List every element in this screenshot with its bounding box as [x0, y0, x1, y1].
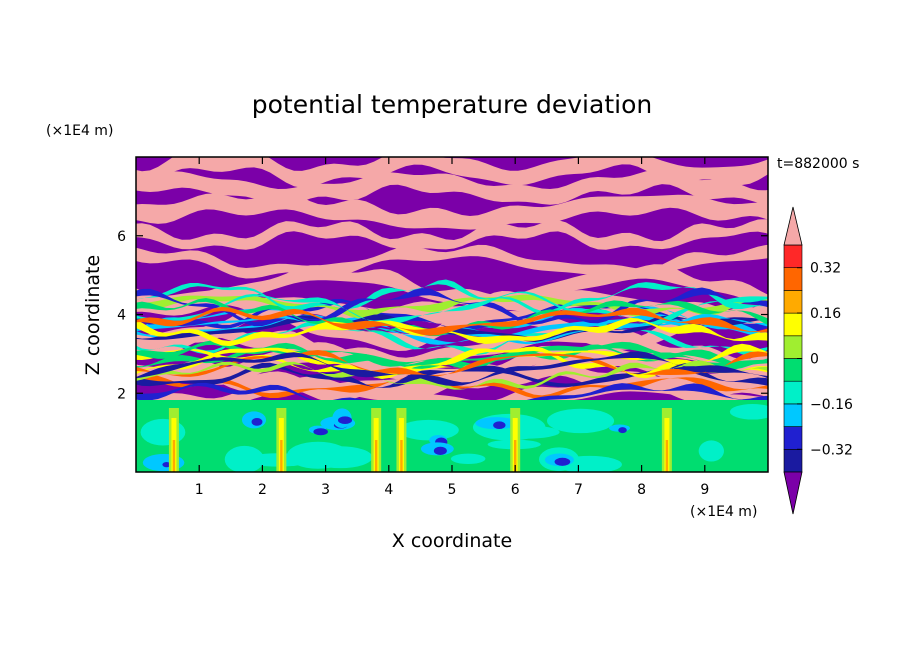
- turbulent-streak: [136, 348, 768, 376]
- turbulent-streak: [136, 306, 768, 336]
- x-tick-label: 4: [384, 482, 393, 498]
- turbulent-streak: [136, 340, 768, 369]
- coldest-patch: [313, 428, 328, 436]
- x-tick-label: 8: [637, 482, 646, 498]
- y-axis: 2 4 6: [117, 229, 768, 402]
- inversion-line: [136, 382, 768, 403]
- colorbar-under-triangle: [783, 471, 803, 515]
- x-tick-label: 1: [195, 482, 204, 498]
- colorbar-swatch: [783, 290, 803, 314]
- x-unit-label: (×1E4 m): [690, 504, 757, 520]
- turbulent-streak: [136, 297, 768, 337]
- colorbar-swatch: [783, 426, 803, 450]
- colorbar-tick-label: −0.32: [810, 442, 853, 458]
- x-tick-label: 6: [511, 482, 520, 498]
- cool-patch: [224, 445, 265, 472]
- thermal-plume-hot-core: [400, 440, 403, 472]
- cool-patch: [729, 403, 768, 420]
- colorbar: 0.32 0.16 0 −0.16 −0.32: [783, 206, 853, 515]
- contour-field: [135, 156, 769, 473]
- colorbar-tick-label: 0: [810, 352, 819, 368]
- thermal-plume-hot-core: [665, 440, 669, 472]
- thermal-plume-hot-core: [514, 440, 517, 472]
- coldest-patch: [338, 416, 353, 424]
- turbulent-streak: [136, 360, 768, 390]
- colorbar-swatch: [783, 403, 803, 427]
- colorbar-over-triangle: [783, 206, 803, 246]
- y-unit-label: (×1E4 m): [46, 123, 113, 139]
- colorbar-swatch: [783, 448, 803, 473]
- x-axis: 1 2 3 4 5 6 7 8 9: [195, 157, 709, 498]
- pink-layer: [136, 219, 768, 250]
- coldest-patch: [618, 427, 627, 434]
- y-tick-label: 4: [117, 308, 126, 324]
- colorbar-swatch: [783, 380, 803, 405]
- pink-layer: [136, 191, 768, 230]
- thermal-plume-hot-core: [374, 440, 378, 472]
- colorbar-swatch: [783, 335, 803, 359]
- cool-patch: [398, 419, 459, 441]
- pink-layer: [136, 157, 768, 188]
- turbulent-streak: [136, 313, 768, 345]
- chart-title: potential temperature deviation: [252, 90, 652, 119]
- thermal-plume-hot-core: [172, 440, 176, 472]
- colorbar-tick-label: 0.16: [810, 306, 841, 322]
- pink-layer: [136, 376, 768, 403]
- turbulent-streak: [136, 294, 768, 319]
- upper-layer-pattern: [136, 157, 768, 403]
- coldest-patch: [493, 421, 506, 430]
- turbulent-streak: [136, 317, 768, 347]
- turbulent-streak: [136, 287, 768, 327]
- cool-patch: [546, 408, 615, 434]
- x-tick-label: 5: [448, 482, 457, 498]
- boundary-layer-pattern: [136, 400, 768, 472]
- colorbar-tick-label: −0.16: [810, 397, 853, 413]
- y-tick-label: 6: [117, 229, 126, 245]
- thermal-plume-hot-core: [280, 440, 283, 472]
- turbulent-streak: [136, 349, 768, 377]
- x-tick-label: 3: [321, 482, 330, 498]
- colorbar-swatch: [783, 312, 803, 337]
- x-tick-label: 2: [258, 482, 267, 498]
- x-tick-label: 9: [700, 482, 709, 498]
- pink-layer: [136, 244, 768, 279]
- turbulent-streak: [136, 279, 768, 315]
- x-tick-label: 7: [574, 482, 583, 498]
- colorbar-tick-label: 0.32: [810, 261, 841, 277]
- colorbar-swatch: [783, 267, 803, 291]
- turbulent-streak: [136, 320, 768, 356]
- colorbar-swatch: [783, 244, 803, 269]
- cool-patch: [450, 453, 486, 465]
- coldest-patch: [433, 446, 447, 456]
- cool-patch: [489, 425, 560, 439]
- coldest-patch: [554, 457, 571, 466]
- coldest-patch: [162, 462, 171, 468]
- coldest-patch: [251, 417, 263, 426]
- pink-layer: [136, 264, 768, 308]
- y-tick-label: 2: [117, 386, 126, 402]
- y-axis-label: Z coordinate: [82, 255, 104, 375]
- cool-patch: [308, 446, 373, 469]
- cool-patch: [698, 440, 724, 462]
- colorbar-swatch: [783, 358, 803, 382]
- time-label: t=882000 s: [777, 156, 859, 172]
- pink-layer: [136, 287, 768, 328]
- x-axis-label: X coordinate: [392, 530, 512, 552]
